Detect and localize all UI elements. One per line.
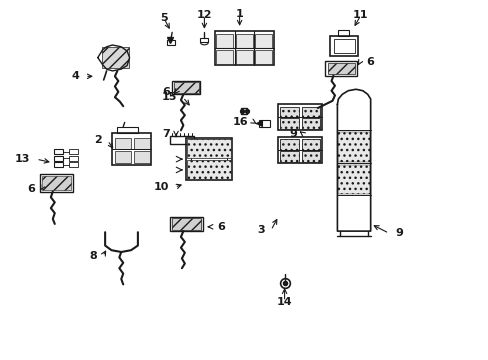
Text: 11: 11: [352, 10, 368, 20]
Bar: [170, 217, 203, 231]
Bar: [54, 162, 62, 167]
Text: 3: 3: [257, 225, 264, 235]
Text: 14: 14: [276, 297, 292, 307]
Text: 6: 6: [162, 87, 170, 97]
Bar: [167, 40, 175, 45]
Text: 2: 2: [94, 135, 102, 145]
Text: 15: 15: [162, 92, 177, 102]
Bar: [259, 120, 269, 127]
Text: 10: 10: [153, 182, 168, 192]
Text: 8: 8: [89, 251, 97, 261]
Bar: [255, 50, 272, 64]
Bar: [280, 151, 298, 162]
Bar: [69, 162, 78, 167]
Bar: [235, 50, 252, 64]
Text: 4: 4: [71, 71, 79, 81]
Bar: [134, 138, 149, 149]
Bar: [277, 137, 321, 163]
Text: 5: 5: [160, 13, 167, 23]
Bar: [54, 149, 62, 154]
Text: 9: 9: [394, 228, 402, 238]
Bar: [172, 81, 200, 94]
Bar: [280, 139, 298, 150]
Bar: [327, 63, 354, 74]
Bar: [333, 39, 354, 53]
Bar: [215, 31, 273, 65]
Bar: [115, 151, 131, 163]
Text: 7: 7: [162, 129, 170, 139]
Bar: [174, 82, 198, 93]
Bar: [69, 156, 78, 161]
Bar: [338, 30, 348, 36]
Bar: [117, 127, 138, 133]
Bar: [170, 136, 193, 144]
Bar: [40, 174, 73, 192]
Bar: [235, 34, 252, 48]
Bar: [216, 34, 233, 48]
Bar: [185, 138, 232, 180]
Text: 6: 6: [217, 222, 225, 232]
Bar: [187, 139, 230, 158]
Bar: [301, 139, 320, 150]
Bar: [280, 118, 298, 129]
Bar: [42, 176, 71, 190]
Bar: [112, 133, 150, 165]
Bar: [54, 156, 62, 161]
Bar: [338, 132, 369, 162]
Text: 6: 6: [27, 184, 35, 194]
Bar: [301, 118, 320, 129]
Bar: [172, 218, 201, 230]
Bar: [200, 38, 208, 42]
Text: 13: 13: [15, 154, 30, 164]
Bar: [301, 151, 320, 162]
Bar: [102, 47, 128, 68]
Bar: [277, 104, 321, 130]
Bar: [338, 165, 369, 194]
Bar: [115, 138, 131, 149]
Bar: [216, 50, 233, 64]
Bar: [301, 107, 320, 117]
Text: 9: 9: [289, 129, 297, 139]
Bar: [325, 61, 356, 76]
Text: 16: 16: [232, 117, 248, 127]
Text: 6: 6: [365, 57, 373, 67]
Bar: [190, 141, 227, 176]
Bar: [69, 149, 78, 154]
Bar: [187, 160, 230, 179]
Text: 1: 1: [235, 9, 243, 19]
Bar: [280, 107, 298, 117]
Bar: [134, 151, 149, 163]
Text: 12: 12: [196, 10, 212, 20]
Bar: [255, 34, 272, 48]
Bar: [329, 36, 358, 56]
